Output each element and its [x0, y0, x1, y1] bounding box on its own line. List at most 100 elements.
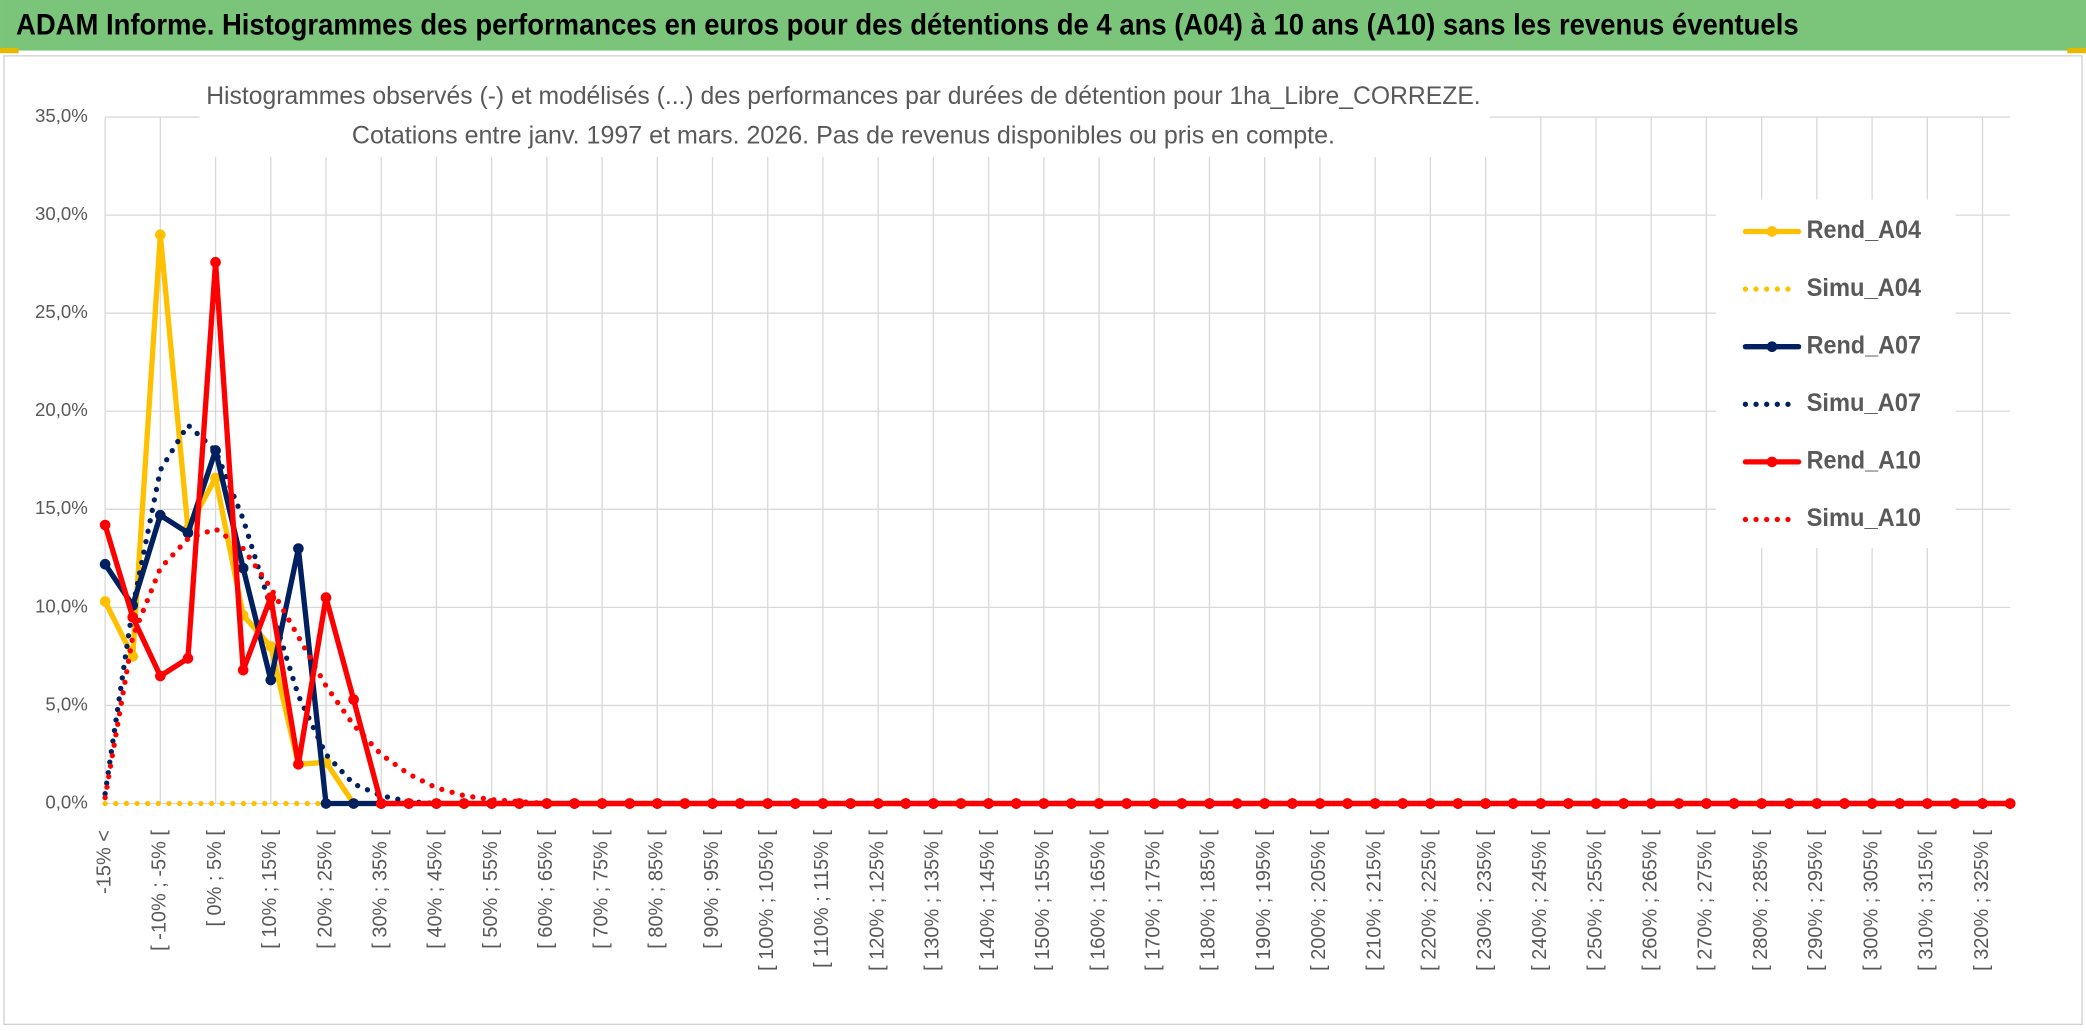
x-tick-label: [ 110% ; 115% [: [811, 830, 833, 968]
x-tick-label: [ 310% ; 315% [: [1916, 830, 1938, 971]
chart-subtitle: Histogrammes observés (-) et modélisés (…: [206, 82, 1480, 110]
y-tick-label: 15,0%: [35, 497, 88, 518]
chart-subtitle: Cotations entre janv. 1997 et mars. 2026…: [352, 122, 1335, 150]
subtitle-bg: [199, 77, 1490, 157]
x-tick-label: [ 240% ; 245% [: [1529, 830, 1551, 971]
point: [99, 596, 111, 607]
y-tick-label: 30,0%: [35, 203, 88, 224]
point: [983, 798, 994, 809]
point: [265, 592, 277, 603]
corner: [0, 47, 19, 54]
legend-bg: [1716, 199, 1956, 549]
x-tick-label: [ 130% ; 135% [: [922, 830, 944, 971]
legend-label: Simu_A04: [1807, 274, 1921, 302]
chart-title: ADAM Informe. Histogrammes des performan…: [16, 9, 1799, 41]
point: [707, 798, 718, 809]
legend-marker: [1766, 341, 1778, 353]
point: [1590, 798, 1602, 809]
y-tick-label: 0,0%: [45, 791, 87, 812]
x-tick-label: [ 300% ; 305% [: [1860, 830, 1882, 971]
x-tick-label: [ 40% ; 45% [: [425, 830, 447, 949]
point: [99, 558, 111, 570]
x-tick-label: [ 180% ; 185% [: [1198, 830, 1220, 971]
x-tick-label: [ 150% ; 155% [: [1032, 830, 1054, 971]
x-tick-label: [ 160% ; 165% [: [1087, 830, 1109, 971]
x-tick-label: [ 80% ; 85% [: [646, 830, 668, 949]
point: [431, 798, 442, 809]
point: [2004, 798, 2016, 809]
x-tick-label: [ 100% ; 105% [: [756, 830, 778, 971]
point: [1176, 798, 1188, 809]
y-tick-label: 10,0%: [35, 595, 88, 616]
point: [265, 641, 277, 652]
point: [1728, 798, 1740, 809]
point: [458, 798, 470, 809]
point: [293, 758, 304, 770]
legend-label: Simu_A07: [1807, 389, 1921, 417]
point: [1866, 798, 1878, 809]
x-tick-label: [ 220% ; 225% [: [1419, 830, 1441, 971]
point: [651, 798, 663, 809]
x-tick-label: [ 10% ; 15% [: [259, 830, 281, 949]
x-tick-label: [ 320% ; 325% [: [1971, 830, 1993, 971]
point: [1783, 798, 1795, 809]
x-tick-label: [ 250% ; 255% [: [1584, 830, 1606, 971]
point: [375, 798, 387, 809]
y-tick-label: 20,0%: [35, 399, 88, 420]
x-tick-label: [ -10% ; -5% [: [149, 830, 171, 951]
title-bar: [0, 0, 2086, 51]
x-tick-label: [ 270% ; 275% [: [1695, 830, 1717, 971]
x-tick-label: [ 60% ; 65% [: [535, 830, 557, 949]
point: [1121, 798, 1132, 809]
point: [900, 798, 912, 809]
point: [210, 256, 221, 268]
x-tick-label: [ 20% ; 25% [: [314, 830, 336, 949]
x-tick-label: [ 290% ; 295% [: [1805, 830, 1827, 971]
point: [182, 527, 194, 539]
point: [1673, 798, 1685, 809]
x-tick-label: [ 0% ; 5% [: [204, 830, 226, 927]
point: [790, 798, 801, 809]
point: [845, 798, 856, 809]
y-tick-label: 25,0%: [35, 301, 88, 322]
x-tick-label: [ 170% ; 175% [: [1143, 830, 1165, 971]
x-tick-label: [ 200% ; 205% [: [1308, 830, 1330, 971]
x-tick-label: [ 280% ; 285% [: [1750, 830, 1772, 971]
x-tick-label: [ 260% ; 265% [: [1639, 830, 1661, 971]
point: [348, 694, 359, 705]
legend-marker: [1766, 456, 1778, 468]
point: [1038, 798, 1050, 809]
point: [99, 519, 111, 531]
x-tick-label: [ 30% ; 35% [: [369, 830, 391, 949]
point: [1314, 798, 1326, 809]
point: [569, 798, 580, 809]
legend-label: Rend_A10: [1807, 447, 1921, 475]
point: [182, 653, 194, 664]
point: [237, 664, 249, 676]
point: [155, 509, 166, 521]
x-tick-label: [ 50% ; 55% [: [480, 830, 502, 949]
corner: [2067, 47, 2086, 54]
point: [155, 670, 166, 682]
point: [403, 798, 415, 809]
legend-marker: [1766, 226, 1778, 237]
y-tick-label: 35,0%: [35, 105, 88, 126]
legend-label: Rend_A04: [1807, 216, 1921, 244]
point: [1921, 798, 1933, 809]
point: [127, 611, 139, 623]
point: [348, 798, 359, 809]
x-tick-label: [ 90% ; 95% [: [701, 830, 723, 949]
point: [1811, 798, 1823, 809]
point: [155, 229, 166, 241]
point: [762, 798, 774, 809]
point: [210, 472, 221, 484]
point: [265, 674, 277, 686]
x-tick-label: [ 140% ; 145% [: [977, 830, 999, 971]
point: [1397, 798, 1409, 809]
point: [1949, 798, 1961, 809]
legend-label: Rend_A07: [1807, 331, 1921, 359]
point: [293, 543, 304, 554]
point: [1066, 798, 1077, 809]
point: [1452, 798, 1464, 809]
